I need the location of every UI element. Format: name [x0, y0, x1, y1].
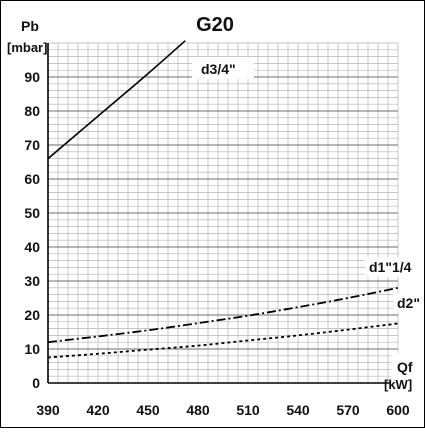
x-tick-label: 480: [186, 402, 210, 418]
x-tick-label: 600: [386, 402, 410, 418]
x-axis-label: Qf: [397, 359, 413, 375]
label-bg-qf: [391, 353, 421, 395]
y-axis-label: Pb: [21, 18, 39, 34]
x-axis-unit: [kW]: [384, 377, 412, 392]
series-line-0: [48, 37, 191, 160]
series-label-d34: d3/4": [201, 61, 236, 77]
x-tick-label: 450: [136, 402, 160, 418]
label-bg-d2: [393, 293, 421, 313]
y-tick-label: 90: [24, 69, 40, 85]
grid: [47, 42, 399, 384]
y-tick-label: 10: [24, 341, 40, 357]
label-bg-d34: [192, 57, 254, 79]
y-tick-label: 70: [24, 137, 40, 153]
series-line-1: [48, 286, 399, 344]
tick-labels: 0 10 20 30 40 50 60 70 80 90 390 420 450 480 510 540 570…: [24, 69, 409, 418]
x-tick-label: 570: [336, 402, 360, 418]
y-axis-unit: [mbar]: [7, 40, 47, 55]
y-tick-label: 60: [24, 171, 40, 187]
axes: [47, 43, 398, 384]
y-tick-label: 0: [32, 375, 40, 391]
series-label-d2: d2": [397, 295, 420, 311]
chart-title: G20: [196, 14, 234, 36]
y-tick-label: 20: [24, 307, 40, 323]
x-tick-label: 510: [236, 402, 260, 418]
y-tick-label: 40: [24, 239, 40, 255]
y-tick-label: 80: [24, 103, 40, 119]
series-lines: [48, 37, 399, 359]
label-bg-d114: [365, 257, 423, 277]
y-tick-label: 30: [24, 273, 40, 289]
x-tick-label: 540: [286, 402, 310, 418]
y-tick-label: 50: [24, 205, 40, 221]
x-tick-label: 390: [36, 402, 60, 418]
label-bg-title: [185, 9, 247, 41]
x-tick-label: 420: [86, 402, 110, 418]
series-line-2: [48, 322, 399, 359]
series-label-d114: d1"1/4: [369, 259, 412, 275]
